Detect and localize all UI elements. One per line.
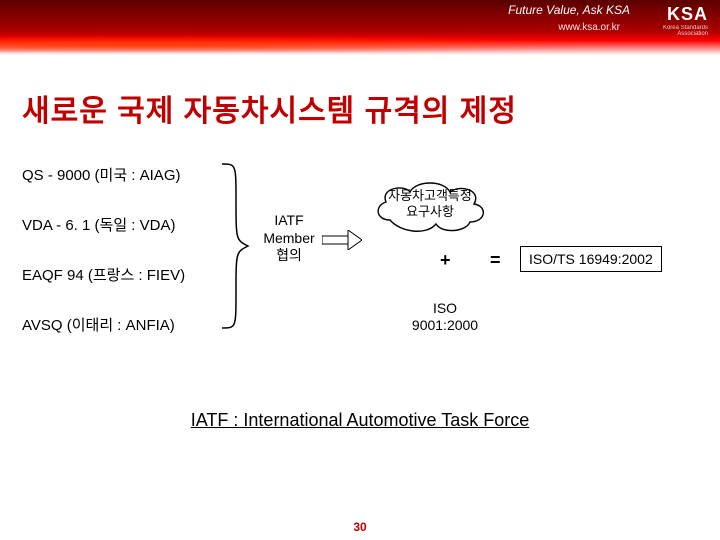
iatf-member-label: IATF Member 협의 [256,212,322,265]
iso9001-label: ISO 9001:2000 [390,300,500,334]
page-title: 새로운 국제 자동차시스템 규격의 제정 [0,58,720,130]
standard-qs9000: QS - 9000 (미국 : AIAG) [22,164,180,185]
equals-operator: = [490,250,501,271]
cloud-label: 자동차고객특정 요구사항 [370,188,490,219]
header-url: www.ksa.or.kr [558,22,620,33]
header-logo: KSA Korea Standards Association [638,4,708,38]
header-tagline: Future Value, Ask KSA [508,3,630,17]
iso-line1: ISO [390,300,500,317]
result-box: ISO/TS 16949:2002 [520,246,662,272]
page-number: 30 [0,520,720,534]
cloud-label-line2: 요구사항 [370,204,490,220]
logo-subtext: Korea Standards Association [638,25,708,37]
diagram-area: QS - 9000 (미국 : AIAG) VDA - 6. 1 (독일 : V… [0,130,720,460]
iso-line2: 9001:2000 [390,317,500,334]
iatf-line3: 협의 [256,247,322,265]
header-banner: Future Value, Ask KSA KSA Korea Standard… [0,0,720,58]
iatf-line1: IATF [256,212,322,230]
standard-vda: VDA - 6. 1 (독일 : VDA) [22,214,175,235]
footer-definition: IATF : International Automotive Task For… [0,410,720,431]
standard-eaqf: EAQF 94 (프랑스 : FIEV) [22,264,185,285]
logo-text: KSA [638,4,708,25]
cloud-label-line1: 자동차고객특정 [370,188,490,204]
bracket-icon [218,160,252,332]
plus-operator: + [440,250,451,271]
iatf-line2: Member [256,230,322,248]
standard-avsq: AVSQ (이태리 : ANFIA) [22,314,175,335]
arrow-icon [322,230,362,250]
